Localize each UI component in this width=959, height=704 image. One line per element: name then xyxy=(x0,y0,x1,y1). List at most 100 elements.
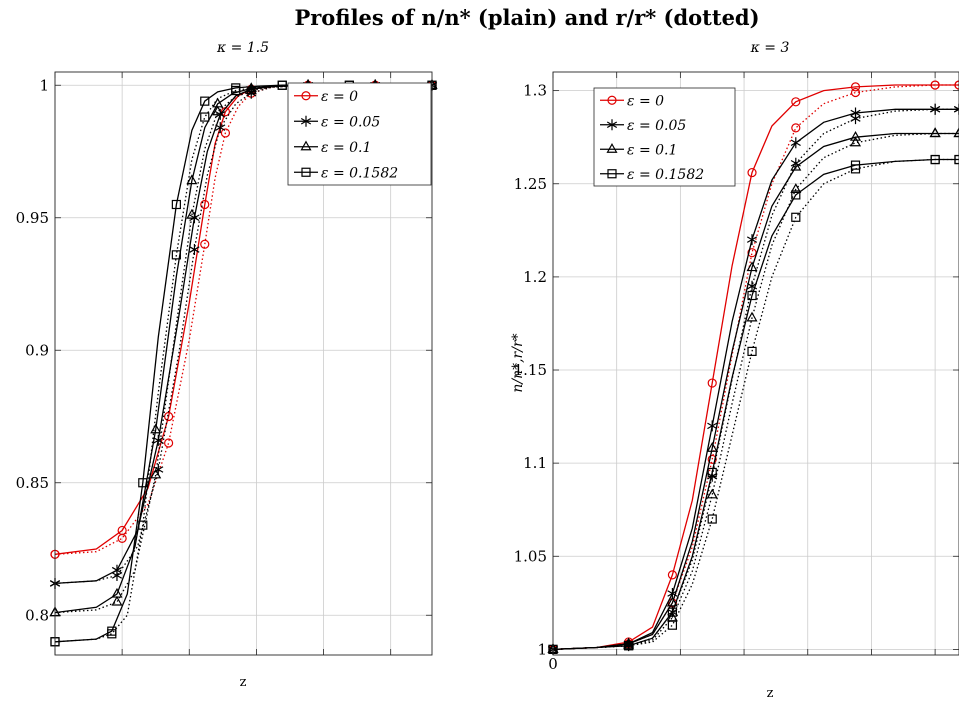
legend-entry: ε = 0.1582 xyxy=(294,165,398,181)
data-point-plain xyxy=(667,570,678,580)
data-point-plain xyxy=(791,190,801,200)
x-axis-label: z xyxy=(767,686,774,701)
legend-entry: ε = 0.05 xyxy=(600,118,686,134)
data-point-dotted xyxy=(171,250,181,260)
data-point-plain xyxy=(849,130,862,141)
legend-marker xyxy=(607,95,617,105)
data-point-dotted xyxy=(624,641,634,651)
y-tick-label: 0.85 xyxy=(16,474,49,492)
data-point-plain xyxy=(747,167,757,178)
legend-label: ε = 0.1582 xyxy=(627,167,704,183)
legend-label: ε = 0.05 xyxy=(321,114,380,130)
data-point-dotted xyxy=(849,136,862,147)
data-point-dotted xyxy=(107,629,117,639)
series-line-plain xyxy=(552,158,959,651)
data-point-dotted xyxy=(220,128,231,138)
data-point-dotted xyxy=(953,127,959,138)
data-point-plain xyxy=(200,96,210,106)
legend-marker xyxy=(301,167,311,177)
series-line-plain xyxy=(552,132,959,651)
legend: ε = 0 ε = 0.05 ε = 0.1 ε = 0.1582 xyxy=(593,87,736,187)
x-tick-label: 0 xyxy=(548,655,558,673)
data-point-plain xyxy=(746,234,758,246)
y-tick-label: 0.8 xyxy=(25,606,49,624)
legend-entry: ε = 0.05 xyxy=(294,114,380,130)
y-tick-label: 1.05 xyxy=(514,547,547,565)
y-tick-label: 1.1 xyxy=(523,454,547,472)
series-line-dotted xyxy=(552,158,959,651)
data-point-dotted xyxy=(850,87,861,98)
legend-label: ε = 0 xyxy=(627,93,664,109)
data-point-plain xyxy=(746,261,758,272)
data-point-dotted xyxy=(746,311,758,322)
axes-frame xyxy=(552,71,959,656)
series-line-plain xyxy=(552,84,959,651)
data-point-plain xyxy=(153,434,164,446)
legend-marker xyxy=(607,169,617,179)
data-point-plain xyxy=(666,596,678,607)
data-point-dotted xyxy=(954,154,959,165)
data-point-dotted xyxy=(200,112,210,122)
figure-title: Profiles of n/n* (plain) and r/r* (dotte… xyxy=(294,5,759,30)
data-point-dotted xyxy=(791,212,801,222)
data-point-dotted xyxy=(791,123,801,133)
data-point-plain xyxy=(150,423,162,434)
y-tick-label: 1 xyxy=(39,76,49,94)
panel-subtitle: κ = 1.5 xyxy=(216,40,269,56)
data-point-dotted xyxy=(200,239,210,249)
legend-entry: ε = 0.1 xyxy=(294,140,371,156)
data-point-dotted xyxy=(953,103,959,115)
data-point-dotted xyxy=(215,122,226,134)
data-point-dotted xyxy=(111,595,123,606)
y-tick-label: 1 xyxy=(537,640,547,658)
data-point-plain xyxy=(707,467,717,478)
series-line-plain xyxy=(552,108,959,651)
data-point-dotted xyxy=(117,533,127,544)
data-point-dotted xyxy=(850,113,861,125)
data-point-plain xyxy=(164,411,174,422)
y-tick-label: 0.9 xyxy=(25,341,49,359)
data-point-plain xyxy=(706,442,718,452)
data-point-dotted xyxy=(111,570,123,581)
data-point-dotted xyxy=(930,80,940,90)
data-point-dotted xyxy=(231,85,241,96)
y-tick-label: 0.95 xyxy=(16,209,49,227)
legend-entry: ε = 0 xyxy=(600,93,664,109)
data-point-dotted xyxy=(747,248,757,258)
data-point-dotted xyxy=(954,80,959,90)
data-point-dotted xyxy=(150,468,162,479)
data-point-plain xyxy=(186,174,198,185)
data-point-dotted xyxy=(212,105,224,116)
legend-box xyxy=(287,82,432,186)
data-point-dotted xyxy=(138,520,148,530)
data-point-dotted xyxy=(245,84,257,95)
panel-subtitle: κ = 3 xyxy=(750,40,790,56)
y-axis-label: n/n*,r/r* xyxy=(510,333,526,392)
data-point-plain xyxy=(790,160,802,171)
legend-label: ε = 0 xyxy=(321,89,358,105)
legend-marker xyxy=(300,115,312,127)
data-point-dotted xyxy=(930,154,940,165)
legend-marker xyxy=(606,119,618,131)
data-point-dotted xyxy=(164,438,174,448)
panel-kappa-3: 1 1.05 1.1 1.15 1.2 1.25 1.3 0 κ = 3 z n/n*,r/r* ε … xyxy=(510,40,959,701)
legend-label: ε = 0.1 xyxy=(627,142,677,158)
y-tick-label: 1.25 xyxy=(514,175,547,193)
data-point-dotted xyxy=(277,80,287,90)
data-point-dotted xyxy=(706,488,718,499)
data-point-dotted xyxy=(189,244,200,256)
data-point-plain xyxy=(171,199,181,210)
data-point-plain xyxy=(707,378,717,388)
legend-marker xyxy=(606,143,618,153)
legend-label: ε = 0.05 xyxy=(627,118,686,134)
data-point-plain xyxy=(138,478,148,488)
series-2 xyxy=(547,127,959,654)
data-point-plain xyxy=(200,199,210,210)
data-point-dotted xyxy=(790,183,802,193)
legend-marker xyxy=(301,91,311,101)
legend-label: ε = 0.1582 xyxy=(321,165,398,181)
data-point-dotted xyxy=(850,164,861,174)
data-point-dotted xyxy=(929,127,941,138)
